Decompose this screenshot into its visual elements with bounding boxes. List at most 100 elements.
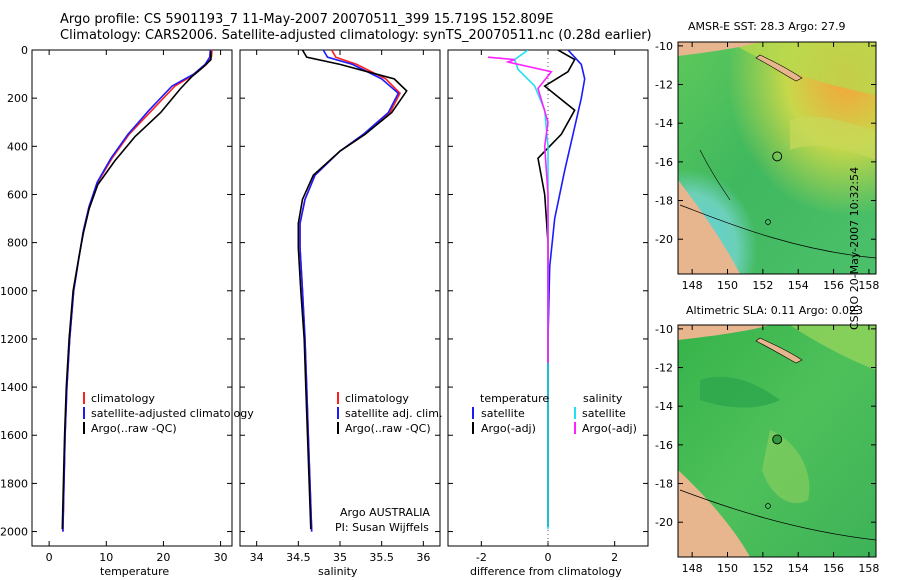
map-x-tick-label: 148 xyxy=(682,562,703,575)
difference-legend: temperature salinity satellite Argo(-adj… xyxy=(472,392,637,435)
map-x-tick-label: 156 xyxy=(823,279,844,292)
map-y-tick-label: -10 xyxy=(655,323,673,336)
map-x-tick-label: 152 xyxy=(752,279,773,292)
difference-xlabel: difference from climatology xyxy=(470,565,622,578)
x-tick-label: 0 xyxy=(545,551,552,564)
map-x-tick-label: 148 xyxy=(682,279,703,292)
x-tick-label: -2 xyxy=(476,551,487,564)
depth-tick-label: 1200 xyxy=(0,333,28,346)
sla-bright-patch xyxy=(762,430,810,504)
legend-satellite-adjusted: satellite-adjusted climatology xyxy=(91,407,254,420)
temperature-climatology-line xyxy=(62,50,213,532)
x-tick-label: 34 xyxy=(250,551,264,564)
legend-climatology: climatology xyxy=(91,392,155,405)
sla-map xyxy=(678,325,876,557)
map-y-tick-label: -14 xyxy=(655,117,673,130)
salinity-satellite-line xyxy=(299,50,400,532)
sla-high-region xyxy=(790,325,876,370)
depth-tick-label: 1000 xyxy=(0,285,28,298)
diff-temp-satellite-line xyxy=(547,50,586,527)
map-y-tick-label: -18 xyxy=(655,195,673,208)
sst-small-marker xyxy=(765,219,771,225)
pi-label: PI: Susan Wijffels xyxy=(335,521,429,534)
depth-tick-label: 2000 xyxy=(0,526,28,539)
sla-map-title: Altimetric SLA: 0.11 Argo: 0.023 xyxy=(686,304,863,317)
sst-reef-contour xyxy=(679,204,876,259)
depth-tick-label: 1800 xyxy=(0,477,28,490)
x-tick-label: 36 xyxy=(416,551,430,564)
figure-title-line2: Climatology: CARS2006. Satellite-adjuste… xyxy=(60,28,652,43)
sla-small-marker xyxy=(765,503,771,509)
salinity-x-axis: 34 34.5 35 35.5 36 xyxy=(250,50,430,564)
x-tick-label: 10 xyxy=(99,551,113,564)
sla-land-australia xyxy=(678,470,750,557)
sla-map-frame xyxy=(677,324,877,558)
sst-map xyxy=(678,42,876,274)
legend-temp-satellite: satellite xyxy=(481,407,525,420)
temperature-satellite-line xyxy=(62,50,212,532)
salinity-xlabel: salinity xyxy=(318,565,358,578)
sst-land-png xyxy=(678,42,760,56)
temperature-argo-line xyxy=(61,51,212,530)
sla-land-png xyxy=(678,325,770,340)
legend-sal-satellite: satellite xyxy=(582,407,626,420)
sst-map-axes: 148 150 152 154 156 158 -10 -12 -14 -16 -18 -20 xyxy=(655,40,879,292)
legend-temp-argo: Argo(-adj) xyxy=(481,422,536,435)
map-y-tick-label: -20 xyxy=(655,516,673,529)
map-y-tick-label: -20 xyxy=(655,233,673,246)
x-tick-label: 35 xyxy=(333,551,347,564)
argo-location-marker xyxy=(772,434,783,445)
sla-reef-contour xyxy=(679,489,876,541)
salinity-plot-frame xyxy=(239,49,441,547)
depth-tick-label: 1600 xyxy=(0,429,28,442)
map-x-tick-label: 150 xyxy=(717,279,738,292)
x-tick-label: 34.5 xyxy=(286,551,311,564)
legend-argo: Argo(..raw -QC) xyxy=(91,422,177,435)
map-x-tick-label: 154 xyxy=(788,562,809,575)
map-x-tick-label: 154 xyxy=(788,279,809,292)
legend-header-salinity: salinity xyxy=(583,392,623,405)
diff-sal-argo-line xyxy=(487,56,553,363)
map-y-tick-label: -10 xyxy=(655,40,673,53)
map-x-tick-label: 150 xyxy=(717,562,738,575)
map-x-tick-label: 156 xyxy=(823,562,844,575)
sst-map-frame xyxy=(677,41,877,275)
legend-satellite-adj: satellite adj. clim. xyxy=(345,407,442,420)
argo-program-label: Argo AUSTRALIA xyxy=(340,506,430,519)
map-x-tick-label: 152 xyxy=(752,562,773,575)
map-y-tick-label: -16 xyxy=(655,156,673,169)
temperature-legend: climatology satellite-adjusted climatolo… xyxy=(83,392,254,435)
legend-argo: Argo(..raw -QC) xyxy=(345,422,431,435)
sla-map-axes: 148 150 152 154 156 158 -10 -12 -14 -16 -18 -20 xyxy=(655,323,879,575)
sla-islands xyxy=(755,337,803,364)
sst-islands xyxy=(755,54,803,82)
map-y-tick-label: -14 xyxy=(655,400,673,413)
credit-label: CSIRO 20-May-2007 10:32:54 xyxy=(848,166,861,330)
depth-tick-label: 1400 xyxy=(0,381,28,394)
x-tick-label: 0 xyxy=(46,551,53,564)
legend-sal-argo: Argo(-adj) xyxy=(582,422,637,435)
depth-tick-label: 0 xyxy=(21,44,28,57)
temperature-xlabel: temperature xyxy=(100,565,169,578)
argo-location-marker xyxy=(772,151,783,162)
sst-land-australia xyxy=(678,180,740,274)
depth-tick-label: 800 xyxy=(7,237,28,250)
map-x-tick-label: 158 xyxy=(858,279,879,292)
map-y-tick-label: -18 xyxy=(655,478,673,491)
salinity-climatology-line xyxy=(299,50,401,532)
sst-coral-contour xyxy=(699,149,731,201)
x-tick-label: 35.5 xyxy=(369,551,394,564)
depth-tick-label: 600 xyxy=(7,188,28,201)
legend-climatology: climatology xyxy=(345,392,409,405)
depth-axis: 0 200 400 600 800 1000 1200 1400 1600 1800 2000 xyxy=(0,44,648,539)
salinity-argo-line xyxy=(297,50,408,530)
diff-sal-satellite-line xyxy=(513,50,549,530)
map-y-tick-label: -12 xyxy=(655,79,673,92)
figure-title-line1: Argo profile: CS 5901193_7 11-May-2007 2… xyxy=(60,12,554,27)
x-tick-label: 30 xyxy=(214,551,228,564)
map-y-tick-label: -16 xyxy=(655,439,673,452)
map-y-tick-label: -12 xyxy=(655,362,673,375)
depth-tick-label: 200 xyxy=(7,92,28,105)
depth-tick-label: 400 xyxy=(7,140,28,153)
